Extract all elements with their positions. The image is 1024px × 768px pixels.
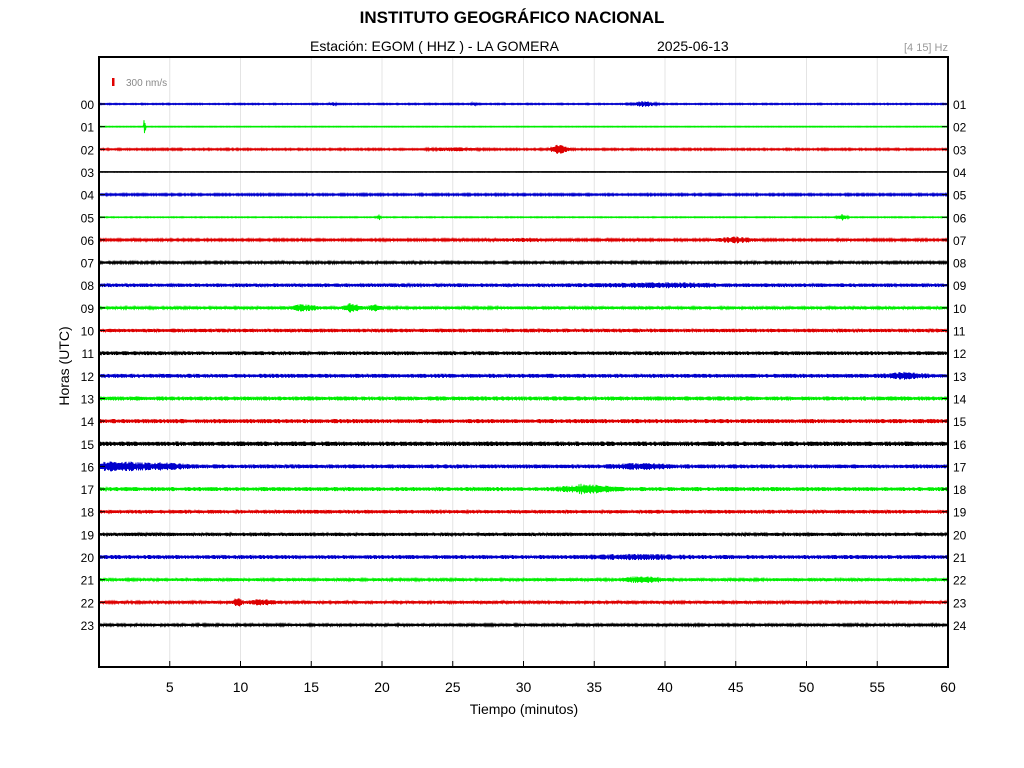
y-tick-label-left: 03 <box>81 166 95 180</box>
y-tick-label-right: 08 <box>953 257 967 271</box>
y-tick-label-left: 02 <box>81 143 95 157</box>
y-tick-label-left: 06 <box>81 234 95 248</box>
y-tick-label-left: 05 <box>81 211 95 225</box>
y-tick-label-left: 14 <box>81 415 95 429</box>
y-tick-label-left: 10 <box>81 325 95 339</box>
y-tick-label-left: 17 <box>81 483 95 497</box>
trace-group <box>98 100 949 628</box>
page-title: INSTITUTO GEOGRÁFICO NACIONAL <box>359 8 665 27</box>
y-tick-label-right: 03 <box>953 143 967 157</box>
y-tick-label-left: 22 <box>81 596 95 610</box>
y-tick-label-right: 14 <box>953 392 967 406</box>
y-tick-label-right: 16 <box>953 438 967 452</box>
y-tick-label-right: 18 <box>953 483 967 497</box>
y-tick-label-right: 09 <box>953 279 967 293</box>
y-tick-label-left: 00 <box>81 98 95 112</box>
y-tick-label-right: 07 <box>953 234 967 248</box>
y-tick-label-right: 01 <box>953 98 967 112</box>
y-tick-label-left: 11 <box>82 347 95 361</box>
y-tick-label-left: 13 <box>81 392 95 406</box>
y-tick-label-right: 24 <box>953 619 967 633</box>
x-tick-label: 15 <box>303 679 319 695</box>
y-tick-label-right: 11 <box>953 325 966 339</box>
y-tick-label-right: 05 <box>953 189 967 203</box>
date-label: 2025-06-13 <box>657 38 729 54</box>
filter-band-label: [4 15] Hz <box>903 42 948 54</box>
scale-label: 300 nm/s <box>126 78 167 89</box>
x-tick-label: 50 <box>799 679 815 695</box>
y-tick-label-right: 22 <box>953 574 967 588</box>
y-tick-label-left: 16 <box>81 460 95 474</box>
x-tick-label: 35 <box>586 679 602 695</box>
x-tick-label: 5 <box>166 679 174 695</box>
x-tick-label: 60 <box>940 679 956 695</box>
x-axis-label: Tiempo (minutos) <box>469 701 579 717</box>
x-tick-label: 10 <box>233 679 249 695</box>
y-tick-label-left: 15 <box>81 438 95 452</box>
y-tick-label-right: 23 <box>953 596 967 610</box>
y-tick-label-left: 18 <box>81 506 95 520</box>
y-tick-label-left: 09 <box>81 302 95 316</box>
x-tick-label: 25 <box>445 679 461 695</box>
y-tick-label-right: 04 <box>953 166 967 180</box>
y-tick-label-left: 19 <box>81 528 95 542</box>
y-tick-label-right: 06 <box>953 211 967 225</box>
axis-ticks: 5 10 15 20 25 30 35 40 45 50 55 60 00 01 01 02 02 03 03 04 0… <box>81 98 967 695</box>
y-tick-label-right: 15 <box>953 415 967 429</box>
y-tick-label-right: 19 <box>953 506 967 520</box>
y-tick-label-right: 02 <box>953 121 967 135</box>
y-tick-label-left: 01 <box>81 121 95 135</box>
station-label: Estación: EGOM ( HHZ ) - LA GOMERA <box>310 38 559 54</box>
y-tick-label-right: 10 <box>953 302 967 316</box>
y-tick-label-right: 20 <box>953 528 967 542</box>
y-tick-label-left: 12 <box>81 370 95 384</box>
x-tick-label: 30 <box>516 679 532 695</box>
y-tick-label-right: 13 <box>953 370 967 384</box>
y-tick-label-left: 23 <box>81 619 95 633</box>
y-tick-label-left: 21 <box>81 574 95 588</box>
y-tick-label-left: 07 <box>81 257 95 271</box>
y-tick-label-left: 08 <box>81 279 95 293</box>
y-tick-label-right: 12 <box>953 347 967 361</box>
y-tick-label-left: 20 <box>81 551 95 565</box>
x-tick-label: 40 <box>657 679 673 695</box>
y-tick-label-right: 21 <box>953 551 967 565</box>
y-tick-label-right: 17 <box>953 460 967 474</box>
x-tick-label: 20 <box>374 679 390 695</box>
scale-bar-marker <box>112 78 115 86</box>
y-tick-label-left: 04 <box>81 189 95 203</box>
x-tick-label: 55 <box>869 679 885 695</box>
x-tick-label: 45 <box>728 679 744 695</box>
